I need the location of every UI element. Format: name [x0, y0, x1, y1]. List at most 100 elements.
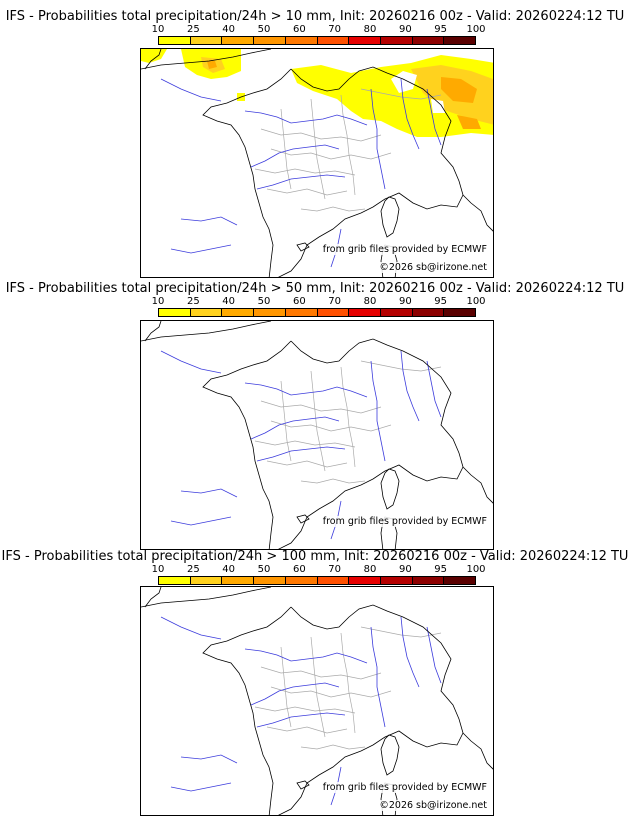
colorbar-swatch [380, 577, 413, 584]
river [426, 626, 442, 684]
colorbar-swatch [285, 37, 318, 44]
river [250, 144, 340, 168]
admin-border [300, 206, 366, 212]
coastline [278, 604, 464, 815]
coastline [141, 321, 272, 342]
copyright-credit: ©2026 sb@irizone.net [379, 800, 487, 811]
colorbar-tick-label: 95 [434, 24, 448, 35]
colorbar-tick-label: 80 [363, 24, 377, 35]
colorbar-swatch [317, 309, 350, 316]
admin-border [260, 666, 382, 680]
river [250, 416, 340, 440]
coastline [462, 466, 493, 504]
river [256, 712, 346, 728]
river [170, 244, 232, 254]
coastline [278, 338, 464, 549]
colorbar-swatch [349, 37, 381, 44]
colorbar-swatch [222, 37, 255, 44]
colorbar-swatch [349, 309, 381, 316]
river [170, 782, 232, 792]
colorbar-tick-label: 70 [328, 564, 342, 575]
colorbar-tick-label: 60 [292, 296, 306, 307]
colorbar-swatch [412, 577, 445, 584]
colorbar-swatch [222, 577, 255, 584]
admin-border [280, 646, 292, 728]
river [244, 110, 368, 126]
admin-border [254, 168, 356, 176]
admin-border [310, 98, 326, 200]
river [370, 626, 386, 728]
admin-border [360, 626, 442, 638]
river [244, 648, 368, 664]
coastline [202, 68, 292, 277]
colorbar-tick-label: 10 [151, 296, 165, 307]
precip-probability-area [141, 49, 167, 63]
colorbar-tick-label: 95 [434, 564, 448, 575]
river [180, 216, 238, 226]
island-coastline [380, 196, 400, 238]
colorbar-swatch [317, 577, 350, 584]
coastline [462, 732, 493, 770]
colorbar-swatch [222, 309, 255, 316]
admin-border [270, 686, 392, 698]
colorbar-tick-label: 90 [398, 564, 412, 575]
admin-border [260, 400, 382, 414]
colorbar-tick-label: 100 [466, 296, 486, 307]
map-panel-100mm: IFS - Probabilities total precipitation/… [0, 540, 630, 828]
river [250, 682, 340, 706]
colorbar-tick-label: 80 [363, 296, 377, 307]
admin-border [270, 148, 392, 160]
colorbar-swatch [317, 37, 350, 44]
river [400, 616, 420, 688]
coastline [144, 49, 162, 70]
river [370, 360, 386, 462]
panel-title: IFS - Probabilities total precipitation/… [5, 9, 625, 24]
map-panel-10mm: IFS - Probabilities total precipitation/… [0, 0, 630, 278]
precip-map: from grib files provided by ECMWF [140, 320, 494, 550]
colorbar-swatch [190, 577, 223, 584]
colorbar-swatch [285, 309, 318, 316]
admin-border [340, 366, 356, 468]
panel-title: IFS - Probabilities total precipitation/… [1, 549, 629, 564]
admin-border [340, 632, 356, 734]
colorbar-swatch [190, 309, 223, 316]
coastline [202, 340, 292, 549]
colorbar-swatch [159, 577, 191, 584]
map-svg [141, 587, 493, 815]
colorbar-tick-label: 40 [222, 296, 236, 307]
colorbar-swatch [349, 577, 381, 584]
river [170, 516, 232, 526]
colorbar-ticks: 10 25 40 50 60 70 80 90 95 100 [152, 24, 486, 36]
admin-border [360, 360, 442, 372]
river [426, 88, 442, 146]
admin-border [280, 108, 292, 190]
coastline [141, 587, 272, 608]
colorbar-swatch [159, 309, 191, 316]
coastline [202, 606, 292, 815]
island-coastline [296, 514, 310, 524]
precip-probability-area [391, 71, 417, 93]
colorbar-tick-label: 40 [222, 564, 236, 575]
admin-border [254, 440, 356, 448]
colorbar-tick-label: 25 [186, 24, 200, 35]
island-coastline [380, 734, 400, 776]
colorbar-swatch [444, 577, 476, 584]
colorbar-swatch [190, 37, 223, 44]
river [160, 616, 222, 640]
colorbar [158, 308, 476, 317]
river [426, 360, 442, 418]
panel-title: IFS - Probabilities total precipitation/… [5, 281, 625, 296]
colorbar-swatch [254, 309, 286, 316]
map-svg [141, 321, 493, 549]
colorbar-swatch [444, 309, 476, 316]
colorbar-swatch [159, 37, 191, 44]
admin-border [310, 370, 326, 472]
colorbar-tick-label: 70 [328, 296, 342, 307]
colorbar-swatch [254, 37, 286, 44]
map-panel-50mm: IFS - Probabilities total precipitation/… [0, 272, 630, 550]
admin-border [270, 420, 392, 432]
colorbar-tick-label: 10 [151, 564, 165, 575]
colorbar-tick-label: 10 [151, 24, 165, 35]
precip-map: from grib files provided by ECMWF ©2026 … [140, 586, 494, 816]
colorbar [158, 576, 476, 585]
